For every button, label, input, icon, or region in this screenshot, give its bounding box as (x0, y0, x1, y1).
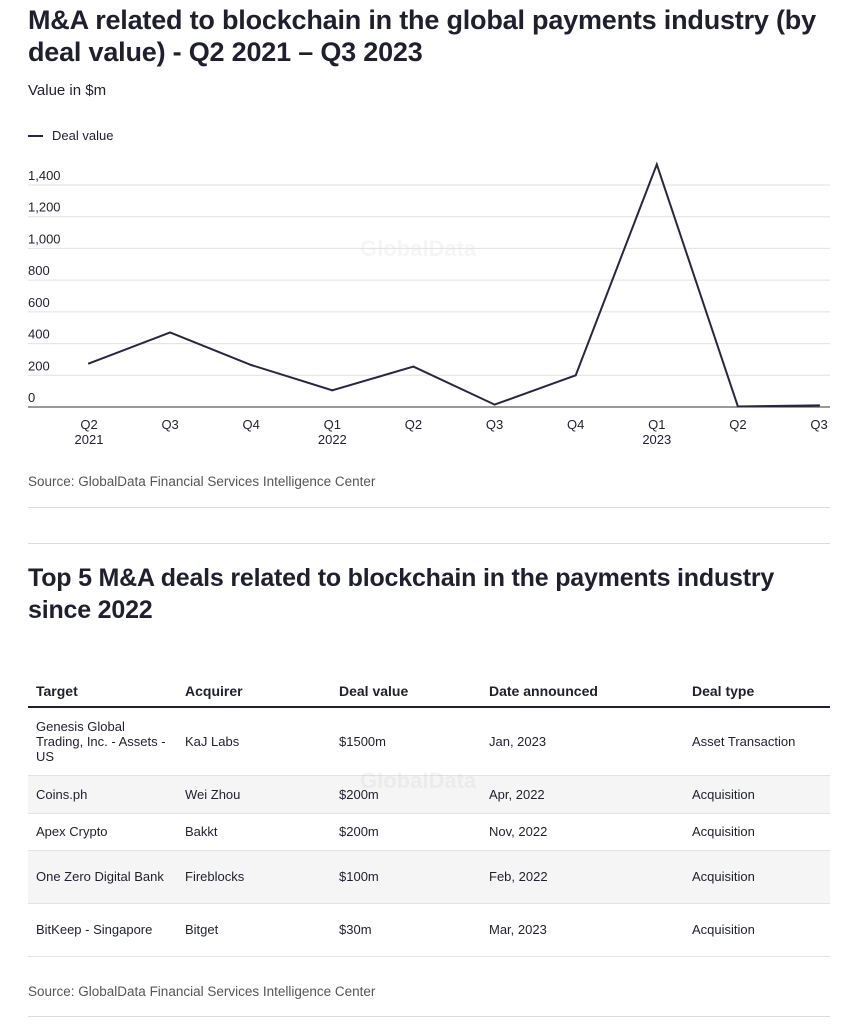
chart-source: Source: GlobalData Financial Services In… (28, 474, 376, 489)
table-cell: Bakkt (177, 813, 331, 851)
x-tick-label: Q2 (405, 417, 422, 432)
column-header: Acquirer (177, 675, 331, 708)
table-cell: Asset Transaction (684, 707, 830, 776)
table-cell: Acquisition (684, 903, 830, 957)
divider (28, 1016, 830, 1017)
table-cell: Genesis Global Trading, Inc. - Assets - … (28, 707, 177, 776)
data-point (493, 403, 496, 406)
x-tick-label: Q2 (80, 417, 97, 432)
y-tick-label: 800 (28, 263, 50, 278)
table-cell: KaJ Labs (177, 707, 331, 776)
column-header: Date announced (481, 675, 684, 708)
y-tick-label: 0 (28, 390, 35, 405)
table-row: Apex Crypto Bakkt $200m Nov, 2022 Acquis… (28, 813, 830, 851)
y-tick-label: 600 (28, 295, 50, 310)
data-point (331, 389, 334, 392)
table-cell: $200m (331, 775, 481, 814)
data-point (736, 405, 739, 408)
series-line-deal-value (88, 161, 820, 408)
data-point (250, 363, 253, 366)
data-point (818, 404, 820, 407)
y-tick-label: 1,000 (28, 231, 61, 246)
table-row: BitKeep - Singapore Bitget $30m Mar, 202… (28, 903, 830, 957)
x-tick-label: Q1 (324, 417, 341, 432)
divider (28, 507, 830, 508)
table-header-row: Target Acquirer Deal value Date announce… (28, 675, 830, 708)
table-row: Coins.ph Wei Zhou $200m Apr, 2022 Acquis… (28, 775, 830, 814)
table-cell: Acquisition (684, 813, 830, 851)
x-tick-year-label: 2021 (75, 432, 104, 447)
table-cell: Feb, 2022 (481, 850, 684, 904)
chart-subtitle: Value in $m (28, 82, 107, 99)
table-cell: Wei Zhou (177, 775, 331, 814)
table-row: Genesis Global Trading, Inc. - Assets - … (28, 707, 830, 776)
divider (28, 543, 830, 544)
table-cell: $100m (331, 850, 481, 904)
table-cell: Apr, 2022 (481, 775, 684, 814)
x-tick-label: Q4 (243, 417, 260, 432)
table-cell: Acquisition (684, 775, 830, 814)
x-tick-label: Q3 (161, 417, 178, 432)
data-point (88, 362, 90, 365)
y-tick-label: 1,400 (28, 168, 61, 183)
deals-table: Target Acquirer Deal value Date announce… (28, 675, 830, 957)
x-tick-label: Q2 (729, 417, 746, 432)
table-row: One Zero Digital Bank Fireblocks $100m F… (28, 850, 830, 904)
table-cell: Fireblocks (177, 850, 331, 904)
table-cell: Acquisition (684, 850, 830, 904)
table-cell: Mar, 2023 (481, 903, 684, 957)
column-header: Deal type (684, 675, 830, 708)
legend-line-swatch (28, 134, 43, 137)
table-cell: $200m (331, 813, 481, 851)
table-watermark: GlobalData (360, 768, 476, 794)
x-tick-label: Q1 (648, 417, 665, 432)
table-cell: Coins.ph (28, 775, 177, 814)
data-point (169, 331, 172, 334)
y-tick-label: 200 (28, 358, 50, 373)
column-header: Deal value (331, 675, 481, 708)
x-tick-label: Q3 (486, 417, 503, 432)
table-title: Top 5 M&A deals related to blockchain in… (28, 564, 775, 624)
table-cell: BitKeep - Singapore (28, 903, 177, 957)
x-tick-label: Q4 (567, 417, 584, 432)
x-tick-year-label: 2022 (318, 432, 347, 447)
column-header: Target (28, 675, 177, 708)
data-point (412, 365, 415, 368)
table-cell: Jan, 2023 (481, 707, 684, 776)
table-source: Source: GlobalData Financial Services In… (28, 984, 376, 999)
table-cell: Nov, 2022 (481, 813, 684, 851)
x-tick-year-label: 2023 (642, 432, 671, 447)
table-cell: Apex Crypto (28, 813, 177, 851)
table-cell: $1500m (331, 707, 481, 776)
table-cell: One Zero Digital Bank (28, 850, 177, 904)
table-cell: $30m (331, 903, 481, 957)
chart-legend: Deal value (28, 128, 113, 143)
chart-title: M&A related to blockchain in the global … (28, 5, 816, 67)
data-point (655, 163, 658, 166)
y-tick-label: 1,200 (28, 200, 61, 215)
legend-label: Deal value (52, 128, 114, 143)
data-point (574, 374, 577, 377)
x-tick-label: Q3 (810, 417, 827, 432)
y-tick-label: 400 (28, 327, 50, 342)
table-cell: Bitget (177, 903, 331, 957)
